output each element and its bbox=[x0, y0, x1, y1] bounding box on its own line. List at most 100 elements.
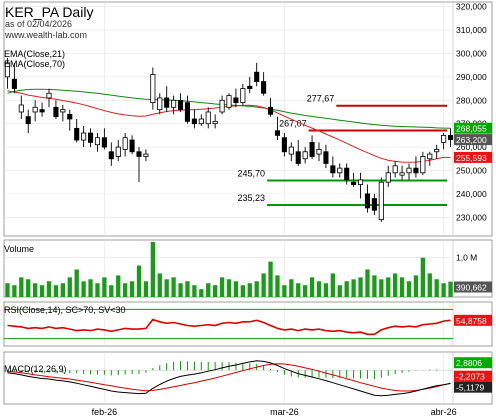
volume-bar bbox=[420, 257, 425, 297]
volume-bar bbox=[81, 281, 86, 297]
volume-bar bbox=[275, 275, 280, 297]
candle-body bbox=[177, 99, 184, 111]
macd-title: MACD(12,26,9) bbox=[4, 364, 67, 374]
candle bbox=[378, 177, 384, 222]
volume-bar bbox=[95, 283, 100, 297]
volume-bar bbox=[289, 279, 294, 297]
candle-body bbox=[226, 95, 232, 108]
candle bbox=[364, 184, 371, 213]
candle bbox=[240, 83, 246, 105]
candle bbox=[330, 156, 336, 178]
month-tick-label: feb-26 bbox=[92, 407, 118, 417]
candle-body bbox=[420, 156, 426, 174]
volume-bar bbox=[213, 285, 218, 297]
candle bbox=[87, 128, 94, 148]
volume-bar bbox=[12, 285, 17, 297]
candle bbox=[357, 172, 364, 199]
candle-body bbox=[302, 151, 308, 160]
price-tick-label: 300,000 bbox=[456, 48, 487, 58]
volume-bar bbox=[413, 275, 419, 297]
price-last-label-bg bbox=[454, 151, 492, 163]
candle bbox=[122, 133, 128, 157]
candle-body bbox=[11, 78, 17, 89]
candle-body bbox=[413, 167, 419, 174]
rsi-last-label-text: 54,8758 bbox=[456, 316, 487, 326]
price-levels: 277,67 267,07 245,70 235,23 bbox=[238, 94, 448, 207]
macd-last-label: 2,8806 bbox=[454, 357, 492, 369]
candle bbox=[191, 109, 197, 129]
candle bbox=[198, 114, 204, 127]
volume-bar bbox=[240, 285, 245, 297]
volume-bar bbox=[206, 283, 211, 297]
candle bbox=[143, 149, 149, 162]
volume-bar bbox=[19, 277, 24, 297]
volume-bar bbox=[254, 281, 259, 297]
macd-panel bbox=[4, 360, 453, 397]
rsi-last-label: 54,8758 bbox=[454, 314, 492, 326]
candle-body bbox=[150, 74, 156, 104]
candle bbox=[233, 88, 239, 108]
candle-body bbox=[344, 167, 350, 181]
volume-bar bbox=[53, 285, 59, 297]
candle bbox=[226, 93, 232, 110]
price-candles bbox=[4, 58, 454, 222]
candle bbox=[101, 128, 107, 150]
macd-last-label-bg bbox=[454, 357, 492, 369]
candle bbox=[385, 165, 391, 187]
volume-bar bbox=[406, 281, 412, 297]
candle-body bbox=[233, 97, 239, 104]
candle bbox=[281, 133, 287, 157]
price-last-label-text: 268,055 bbox=[456, 124, 487, 134]
candle-body bbox=[434, 149, 440, 153]
candle bbox=[39, 102, 45, 117]
macd-line bbox=[7, 360, 451, 397]
candle bbox=[288, 142, 294, 162]
volume-bar bbox=[178, 283, 183, 297]
candle-body bbox=[32, 106, 38, 113]
volume-bar bbox=[157, 273, 162, 297]
volume-bar bbox=[164, 279, 169, 297]
candle bbox=[67, 109, 73, 131]
candle-body bbox=[351, 181, 357, 185]
volume-bar bbox=[109, 285, 114, 297]
candle bbox=[274, 116, 281, 141]
volume-bar bbox=[74, 269, 79, 297]
volume-bar bbox=[60, 283, 65, 297]
volume-bar bbox=[247, 283, 252, 297]
candle-body bbox=[288, 146, 294, 155]
candle bbox=[351, 172, 357, 187]
volume-bar bbox=[129, 281, 135, 297]
volume-bar bbox=[46, 281, 52, 297]
candle-body bbox=[261, 81, 267, 94]
candle-body bbox=[46, 92, 52, 99]
candle-body bbox=[254, 71, 260, 82]
candle-body bbox=[157, 97, 163, 111]
candle-body bbox=[399, 172, 405, 176]
candle bbox=[392, 161, 398, 178]
macd-last-label-text: -2,2073 bbox=[456, 372, 485, 382]
candle-body bbox=[87, 132, 94, 143]
volume-bar bbox=[372, 275, 377, 297]
candle bbox=[337, 163, 343, 178]
volume-bar bbox=[39, 285, 45, 297]
candle-body bbox=[129, 139, 135, 153]
volume-bar bbox=[399, 277, 405, 297]
candle bbox=[420, 151, 426, 176]
candle-body bbox=[108, 151, 114, 160]
candle-body bbox=[205, 111, 211, 125]
panel-frame-macd bbox=[3, 351, 493, 405]
candle bbox=[406, 163, 412, 180]
candle-body bbox=[323, 151, 329, 164]
volume-bar bbox=[123, 283, 128, 297]
candle-body bbox=[171, 99, 177, 108]
volume-bar bbox=[67, 277, 72, 297]
candle bbox=[427, 151, 433, 166]
volume-tick-label: 1,0 M bbox=[456, 253, 477, 263]
candle-body bbox=[164, 97, 170, 108]
candle bbox=[261, 72, 267, 96]
candle-body bbox=[219, 99, 225, 113]
volume-bar bbox=[379, 279, 384, 297]
macd-last-label-bg bbox=[454, 370, 492, 382]
